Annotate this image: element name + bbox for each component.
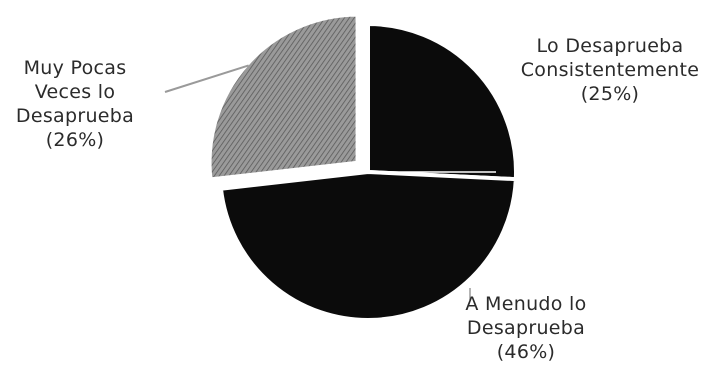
slice-percent-label: (26%) — [45, 129, 105, 151]
leader-lines — [164, 64, 471, 300]
slice-label-line: Lo Desaprueba — [536, 35, 684, 57]
slice-label-line: A Menudo lo — [465, 293, 587, 315]
slice-lo-desaprueba-consistentemente — [366, 21, 518, 182]
slice-label-muy-pocas-veces-lo-desaprueba: Muy Pocas Veces lo Desaprueba (26%) — [0, 56, 150, 152]
slice-percent-label: (25%) — [580, 83, 640, 105]
slice-percent-label: (46%) — [496, 341, 556, 363]
slice-a-menudo-lo-desaprueba — [218, 169, 518, 322]
slice-label-line: Consistentemente — [520, 59, 700, 81]
leader-line-muy-pocas — [164, 64, 249, 93]
slice-label-line: Veces lo — [34, 81, 116, 103]
slice-label-line: Muy Pocas — [23, 57, 127, 79]
slice-label-a-menudo-lo-desaprueba: A Menudo lo Desaprueba (46%) — [426, 292, 626, 364]
slice-label-line: Desaprueba — [466, 317, 586, 339]
pie-slices — [207, 12, 518, 322]
slice-muy-pocas-veces-lo-desaprueba — [207, 12, 360, 182]
slice-label-lo-desaprueba-consistentemente: Lo Desaprueba Consistentemente (25%) — [505, 34, 713, 106]
slice-label-line: Desaprueba — [15, 105, 135, 127]
